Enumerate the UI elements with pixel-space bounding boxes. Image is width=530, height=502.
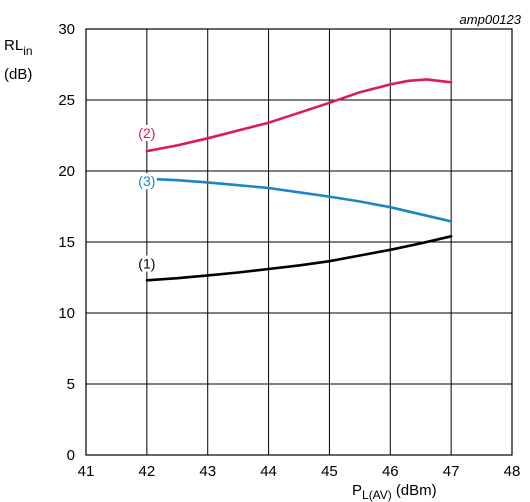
x-tick-label: 44 [260, 463, 277, 480]
y-tick-label: 5 [67, 376, 75, 393]
x-tick-label: 47 [443, 463, 460, 480]
x-tick-label: 43 [199, 463, 216, 480]
series-label-3: (3) [138, 173, 155, 189]
x-tick-label: 41 [78, 463, 95, 480]
series-group: (1) (2) (3) [136, 78, 453, 282]
series-label-bg [136, 124, 157, 141]
x-tick-label: 48 [504, 463, 521, 480]
y-tick-label: 25 [58, 92, 75, 109]
y-axis-label: RLin [4, 37, 33, 58]
y-tick-label: 0 [67, 447, 75, 464]
series-line-3 [145, 177, 453, 223]
series-label-1: (1) [138, 256, 155, 272]
y-tick-label: 10 [58, 305, 75, 322]
y-tick-label: 15 [58, 234, 75, 251]
y-tick-labels: 0 5 10 15 20 25 30 [58, 21, 75, 464]
series-line-2 [145, 78, 453, 153]
y-axis-unit: (dB) [4, 66, 32, 83]
x-axis-label-main: P [352, 482, 362, 499]
x-tick-label: 46 [382, 463, 399, 480]
figure-code: amp00123 [460, 12, 522, 27]
x-axis-label-sub: L(AV) [362, 488, 392, 502]
series-line-1 [145, 235, 453, 282]
x-axis-label: PL(AV) (dBm) [352, 482, 437, 502]
series-label-bg [136, 173, 157, 190]
x-axis-label-unit: (dBm) [396, 482, 437, 499]
grid [85, 28, 513, 456]
y-tick-label: 30 [58, 21, 75, 38]
series-label-2: (2) [138, 125, 155, 141]
x-tick-label: 45 [321, 463, 338, 480]
y-axis-label-main: RL [4, 37, 23, 54]
series-label-bg [136, 255, 157, 272]
y-tick-label: 20 [58, 163, 75, 180]
plot-frame [85, 28, 513, 456]
x-tick-labels: 41 42 43 44 45 46 47 48 [78, 463, 521, 480]
x-tick-label: 42 [139, 463, 156, 480]
y-axis-label-sub: in [23, 44, 32, 58]
